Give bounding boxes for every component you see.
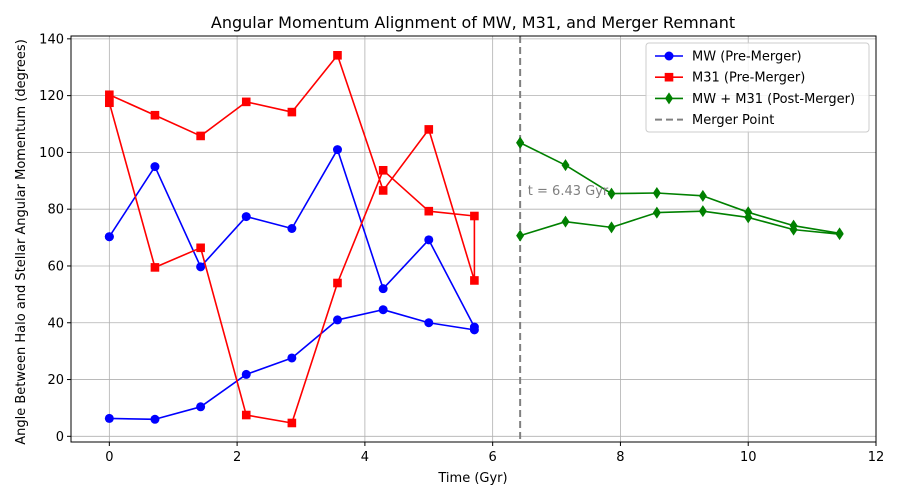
- data-point: [378, 284, 388, 294]
- data-point: [150, 110, 160, 120]
- series-1: [105, 51, 479, 428]
- data-point: [561, 215, 570, 228]
- y-tick-label: 20: [47, 373, 64, 388]
- x-tick-label: 4: [361, 450, 369, 465]
- data-point: [241, 410, 251, 420]
- series-layer: [104, 51, 844, 428]
- series-0: [104, 145, 479, 424]
- data-point: [196, 243, 205, 253]
- data-point: [698, 189, 707, 202]
- data-point: [789, 219, 798, 232]
- data-point: [333, 278, 342, 288]
- x-tick-label: 2: [233, 450, 241, 465]
- data-point: [332, 315, 342, 325]
- data-point: [607, 187, 616, 200]
- data-point: [469, 322, 479, 332]
- data-point: [104, 413, 114, 423]
- legend-entry: MW + M31 (Post-Merger): [655, 92, 855, 107]
- legend: MW (Pre-Merger) M31 (Pre-Merger) MW + M31 …: [645, 42, 870, 133]
- data-point: [698, 205, 707, 218]
- data-point: [424, 235, 434, 245]
- y-axis-label: Angle Between Halo and Stellar Angular M…: [14, 39, 29, 445]
- data-point: [332, 145, 342, 155]
- data-point: [287, 107, 297, 117]
- data-point: [516, 229, 525, 242]
- data-point: [424, 318, 434, 328]
- data-point: [241, 212, 251, 222]
- data-point: [378, 165, 388, 175]
- data-point: [105, 90, 114, 100]
- data-point: [835, 227, 844, 240]
- series-2: [516, 136, 844, 242]
- legend-entry: MW (Pre-Merger): [655, 50, 802, 65]
- data-point: [561, 159, 570, 172]
- y-tick-label: 40: [47, 316, 64, 331]
- data-point: [664, 51, 674, 61]
- data-point: [287, 353, 297, 363]
- data-point: [378, 305, 388, 315]
- merger-annotation: t = 6.43 Gyr: [528, 184, 609, 199]
- data-point: [665, 92, 673, 105]
- chart-title: Angular Momentum Alignment of MW, M31, a…: [211, 13, 735, 32]
- x-tick-label: 10: [740, 450, 757, 465]
- x-tick-label: 8: [616, 450, 624, 465]
- y-tick-label: 100: [39, 146, 64, 161]
- legend-label: MW (Pre-Merger): [692, 50, 802, 65]
- data-point: [378, 186, 388, 195]
- data-point: [150, 162, 160, 172]
- legend-label: MW + M31 (Post-Merger): [692, 92, 855, 107]
- data-point: [150, 414, 160, 424]
- legend-entry: Merger Point: [655, 113, 774, 128]
- legend-box: [645, 42, 870, 133]
- y-tick-label: 140: [39, 32, 64, 47]
- x-tick-label: 12: [868, 450, 885, 465]
- data-point: [652, 206, 661, 219]
- y-tick-label: 120: [39, 89, 64, 104]
- data-point: [196, 131, 205, 141]
- plot-frame: [70, 35, 877, 443]
- data-point: [516, 136, 525, 149]
- data-point: [287, 223, 297, 233]
- data-point: [744, 206, 753, 219]
- data-point: [105, 98, 114, 108]
- legend-label: M31 (Pre-Merger): [692, 71, 805, 86]
- x-axis-label: Time (Gyr): [437, 471, 507, 486]
- data-point: [652, 187, 661, 200]
- data-point: [424, 206, 434, 216]
- y-tick-label: 60: [47, 259, 64, 274]
- data-point: [664, 72, 674, 82]
- data-point: [287, 418, 297, 428]
- data-point: [333, 51, 342, 60]
- data-point: [104, 232, 114, 242]
- x-tick-label: 6: [489, 450, 497, 465]
- data-point: [470, 211, 479, 221]
- data-point: [241, 369, 251, 379]
- y-tick-label: 80: [47, 203, 64, 218]
- legend-label: Merger Point: [692, 113, 774, 128]
- data-point: [424, 125, 434, 134]
- data-point: [607, 221, 616, 234]
- data-point: [196, 402, 206, 412]
- data-point: [470, 276, 479, 285]
- data-point: [150, 263, 160, 272]
- y-tick-label: 0: [56, 430, 64, 445]
- data-point: [241, 97, 251, 107]
- x-tick-label: 0: [105, 450, 113, 465]
- legend-entry: M31 (Pre-Merger): [655, 71, 805, 86]
- data-point: [196, 262, 206, 272]
